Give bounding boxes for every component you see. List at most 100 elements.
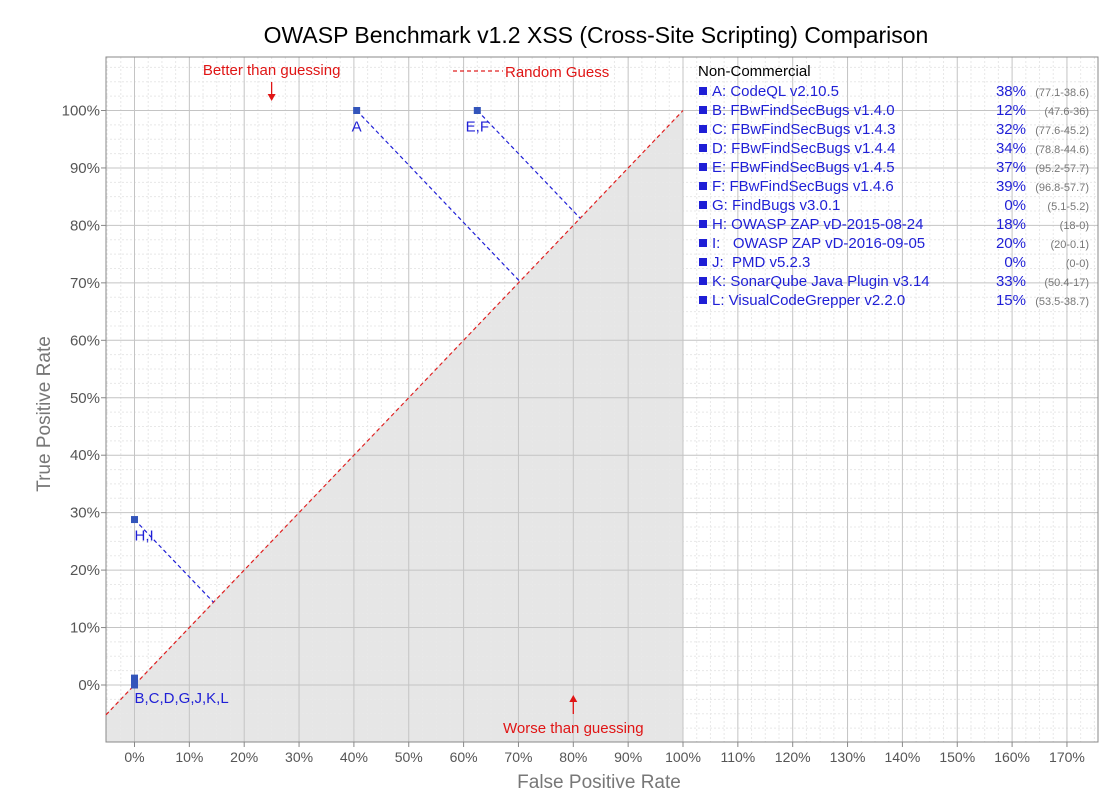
legend-entry-detail: (78.8-44.6) <box>1035 144 1089 156</box>
y-tick-label: 10% <box>70 620 100 637</box>
point-label: A <box>352 119 362 136</box>
x-tick-label: 170% <box>1049 749 1085 765</box>
y-tick-label: 80% <box>70 217 100 234</box>
legend-entry-score: 0% <box>1004 254 1026 271</box>
legend-entry-label: C: FBwFindSecBugs v1.4.3 <box>712 121 895 138</box>
plot-frame <box>105 56 1099 743</box>
y-tick-label: 90% <box>70 160 100 177</box>
x-tick-label: 140% <box>884 749 920 765</box>
legend-entry-detail: (53.5-38.7) <box>1035 296 1089 308</box>
x-tick-label: 0% <box>124 749 144 765</box>
legend-entry-label: L: VisualCodeGrepper v2.2.0 <box>712 292 905 309</box>
legend-entry-score: 18% <box>996 216 1026 233</box>
x-tick-label: 120% <box>775 749 811 765</box>
legend-entry-label: D: FBwFindSecBugs v1.4.4 <box>712 140 895 157</box>
legend-entry-detail: (77.1-38.6) <box>1035 87 1089 99</box>
x-tick-label: 50% <box>395 749 423 765</box>
x-tick-label: 80% <box>559 749 587 765</box>
legend-entry-detail: (95.2-57.7) <box>1035 163 1089 175</box>
data-point <box>131 681 138 689</box>
y-tick-label: 70% <box>70 275 100 292</box>
legend-marker <box>699 144 707 152</box>
x-axis-label: False Positive Rate <box>517 772 681 793</box>
legend: Non-Commercial A: CodeQL v2.10.5 38% (77.1-… <box>698 63 1089 309</box>
legend-entry-detail: (20-0.1) <box>1050 239 1089 251</box>
legend-marker <box>699 258 707 266</box>
legend-marker <box>699 220 707 228</box>
legend-entry-score: 32% <box>996 121 1026 138</box>
point-label: E,F <box>466 119 489 136</box>
x-tick-label: 110% <box>720 749 755 765</box>
chart-title: OWASP Benchmark v1.2 XSS (Cross-Site Scr… <box>264 22 929 48</box>
legend-entry-label: A: CodeQL v2.10.5 <box>712 83 839 100</box>
x-tick-label: 160% <box>994 749 1030 765</box>
x-tick-label: 60% <box>450 749 478 765</box>
legend-entry-score: 38% <box>996 83 1026 100</box>
legend-entry-label: F: FBwFindSecBugs v1.4.6 <box>712 178 894 195</box>
worse-arrow-head <box>569 695 578 702</box>
legend-marker <box>699 182 707 190</box>
legend-marker <box>699 163 707 171</box>
y-tick-label: 60% <box>70 332 100 349</box>
legend-marker <box>699 201 707 209</box>
legend-entry-score: 33% <box>996 273 1026 290</box>
y-tick-label: 30% <box>70 505 100 522</box>
legend-entry-label: B: FBwFindSecBugs v1.4.0 <box>712 102 895 119</box>
legend-entry-score: 15% <box>996 292 1026 309</box>
random-guess-key-label: Random Guess <box>505 64 609 81</box>
y-axis-label: True Positive Rate <box>34 336 55 492</box>
x-tick-label: 100% <box>665 749 701 765</box>
legend-entry-detail: (0-0) <box>1066 258 1089 270</box>
projection-line <box>476 110 581 219</box>
legend-marker <box>699 125 707 133</box>
projection-line <box>134 519 214 603</box>
legend-entry-label: H: OWASP ZAP vD-2015-08-24 <box>712 216 923 233</box>
legend-entry-label: J: PMD v5.2.3 <box>712 254 810 271</box>
y-tick-label: 0% <box>78 677 100 694</box>
legend-entry-score: 12% <box>996 102 1026 119</box>
legend-marker <box>699 277 707 285</box>
legend-entry-label: K: SonarQube Java Plugin v3.14 <box>712 273 930 290</box>
plot-area: 0% 10% 20% 30% 40% 50% 60% 70% 80% 90% 100% 110% 120… <box>62 56 1099 765</box>
point-label: H,I <box>135 528 154 545</box>
x-tick-label: 150% <box>939 749 975 765</box>
legend-entry-label: E: FBwFindSecBugs v1.4.5 <box>712 159 895 176</box>
x-tick-label: 10% <box>175 749 203 765</box>
projection-line <box>356 110 521 282</box>
y-tick-label: 100% <box>62 103 100 120</box>
legend-entry-detail: (50.4-17) <box>1044 277 1089 289</box>
legend-marker <box>699 106 707 114</box>
better-arrow-head <box>267 94 276 101</box>
legend-title: Non-Commercial <box>698 63 811 80</box>
legend-entry-score: 37% <box>996 159 1026 176</box>
x-tick-label: 70% <box>504 749 532 765</box>
legend-marker <box>699 87 707 95</box>
x-tick-label: 30% <box>285 749 313 765</box>
legend-marker <box>699 296 707 304</box>
random-guess-line <box>105 110 684 716</box>
y-tick-label: 40% <box>70 447 100 464</box>
legend-entry-score: 20% <box>996 235 1026 252</box>
data-point <box>473 107 481 114</box>
x-tick-label: 20% <box>230 749 258 765</box>
legend-entry-detail: (5.1-5.2) <box>1047 201 1089 213</box>
point-label: B,C,D,G,J,K,L <box>135 690 229 707</box>
y-tick-label: 50% <box>70 390 100 407</box>
x-tick-label: 130% <box>830 749 866 765</box>
legend-entry-score: 39% <box>996 178 1026 195</box>
x-tick-label: 90% <box>614 749 642 765</box>
legend-marker <box>699 239 707 247</box>
x-tick-label: 40% <box>340 749 368 765</box>
legend-entry-label: I: OWASP ZAP vD-2016-09-05 <box>712 235 925 252</box>
legend-entry-score: 34% <box>996 140 1026 157</box>
data-point <box>353 107 361 114</box>
legend-entry-detail: (18-0) <box>1060 220 1089 232</box>
data-point <box>131 674 138 682</box>
legend-entry-detail: (47.6-36) <box>1044 106 1089 118</box>
legend-entry-score: 0% <box>1004 197 1026 214</box>
better-than-guessing-label: Better than guessing <box>203 62 341 79</box>
legend-entry-detail: (77.6-45.2) <box>1035 125 1089 137</box>
legend-entry-label: G: FindBugs v3.0.1 <box>712 197 840 214</box>
worse-than-guessing-label: Worse than guessing <box>503 720 644 737</box>
